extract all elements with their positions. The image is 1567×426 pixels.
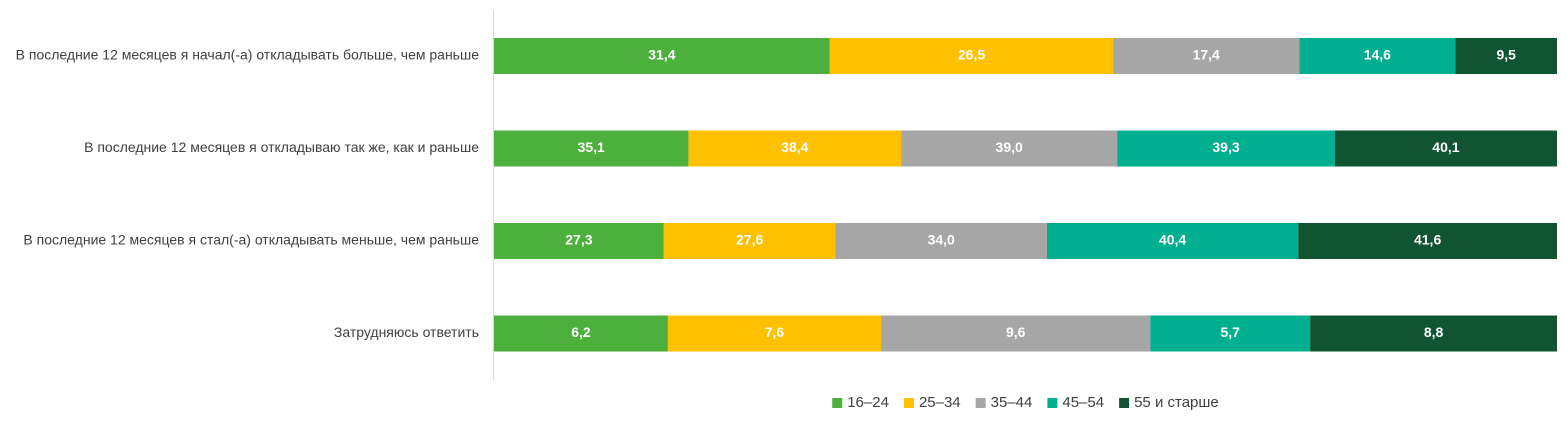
legend-label: 45–54 — [1062, 394, 1104, 411]
data-label: 26,5 — [958, 47, 985, 63]
bar-segment — [901, 130, 1118, 167]
data-labels: 31,4 26,5 17,4 14,6 9,5 35,1 38,4 39,0 39,3 40,1 2… — [565, 47, 1516, 341]
bar-segment — [494, 315, 668, 352]
bar-segment — [1310, 315, 1557, 352]
data-label: 39,3 — [1212, 139, 1239, 155]
bar-segment — [667, 315, 882, 352]
legend-swatch — [1119, 398, 1130, 408]
legend-label: 25–34 — [919, 394, 961, 411]
bar-segment — [1334, 130, 1557, 167]
bar-segment — [1298, 223, 1557, 259]
bar-segment — [1455, 38, 1557, 74]
data-label: 35,1 — [578, 139, 605, 155]
legend-swatch — [975, 398, 986, 408]
bar-segments — [494, 38, 1557, 352]
bar-segment — [1150, 315, 1311, 352]
legend-swatch — [1047, 398, 1058, 408]
bar-segment — [494, 38, 830, 74]
legend-label: 16–24 — [847, 394, 889, 411]
bar-segment — [835, 223, 1047, 259]
data-label: 41,6 — [1414, 232, 1441, 248]
data-label: 31,4 — [648, 47, 675, 63]
data-label: 14,6 — [1364, 47, 1391, 63]
legend: 16–24 25–34 35–44 45–54 55 и старше — [832, 394, 1219, 411]
bar-segment — [1117, 130, 1335, 167]
bar-segment — [494, 223, 664, 259]
category-label: В последние 12 месяцев я стал(-а) отклад… — [23, 232, 479, 248]
bar-segment — [1046, 223, 1299, 259]
data-label: 6,2 — [571, 324, 591, 340]
data-label: 27,3 — [565, 232, 592, 248]
bar-segment — [1299, 38, 1456, 74]
data-label: 8,8 — [1424, 324, 1444, 340]
category-label: В последние 12 месяцев я откладываю так … — [84, 139, 479, 155]
data-label: 38,4 — [781, 139, 808, 155]
data-label: 39,0 — [996, 139, 1023, 155]
category-label: В последние 12 месяцев я начал(-а) откла… — [16, 47, 480, 63]
legend-swatch — [832, 398, 843, 408]
bar-segment — [494, 130, 689, 167]
data-label: 9,6 — [1006, 324, 1026, 340]
bar-segment — [663, 223, 836, 259]
legend-label: 55 и старше — [1134, 394, 1219, 411]
category-labels: В последние 12 месяцев я начал(-а) откла… — [16, 47, 480, 341]
data-label: 34,0 — [928, 232, 955, 248]
bar-segment — [881, 315, 1151, 352]
data-label: 17,4 — [1193, 47, 1220, 63]
data-label: 40,4 — [1159, 232, 1186, 248]
data-label: 7,6 — [765, 324, 785, 340]
bar-segment — [829, 38, 1114, 74]
bar-segment — [1113, 38, 1300, 74]
bar-segment — [688, 130, 902, 167]
legend-label: 35–44 — [991, 394, 1033, 411]
data-label: 5,7 — [1221, 324, 1241, 340]
category-label: Затрудняюсь ответить — [334, 324, 479, 340]
data-label: 40,1 — [1432, 139, 1459, 155]
legend-swatch — [903, 398, 914, 408]
data-label: 27,6 — [736, 232, 763, 248]
data-label: 9,5 — [1496, 47, 1516, 63]
